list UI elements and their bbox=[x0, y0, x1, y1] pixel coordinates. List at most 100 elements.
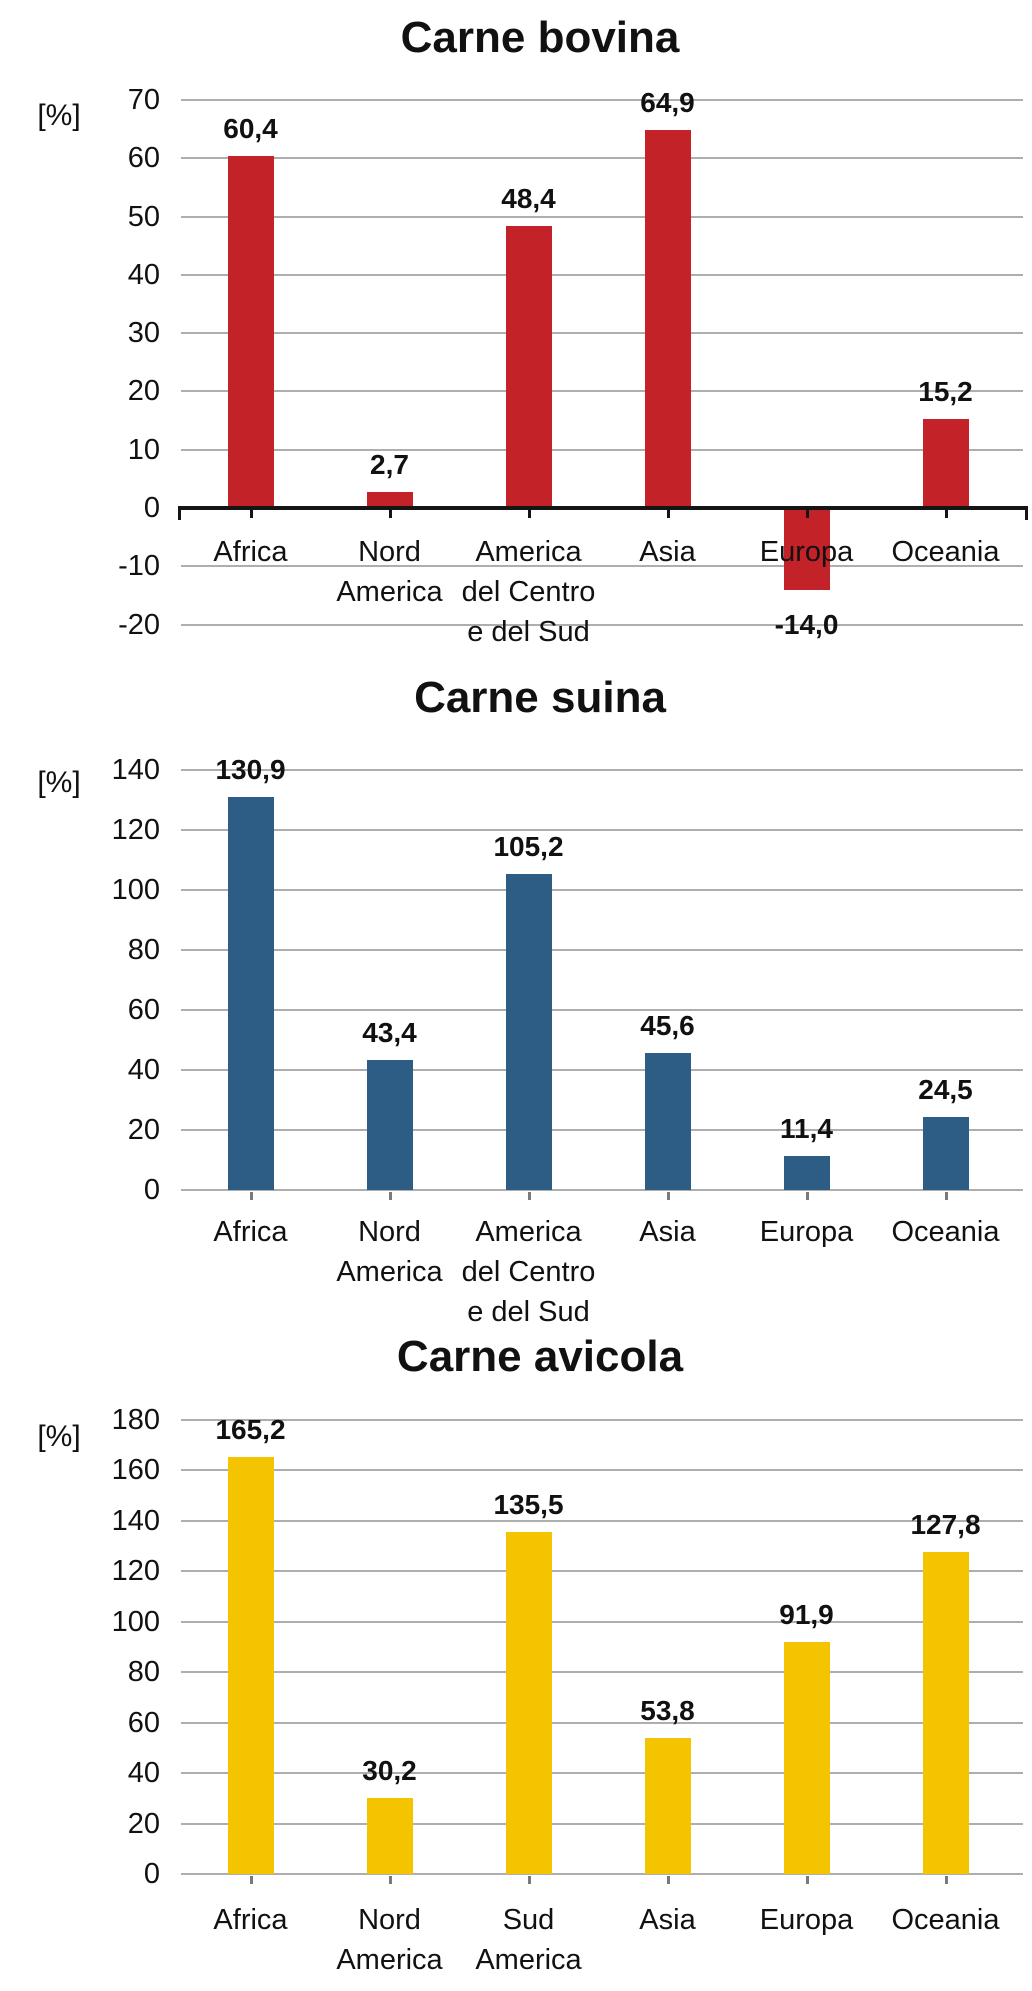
category-label-line: e del Sud bbox=[467, 616, 590, 648]
bar-value-label: 43,4 bbox=[362, 1016, 417, 1048]
gridline bbox=[181, 273, 1023, 276]
category-label-line: Asia bbox=[639, 1904, 696, 1936]
bar-value-label: 130,9 bbox=[215, 754, 286, 786]
bar-value-label: 11,4 bbox=[780, 1112, 833, 1144]
category-tick bbox=[944, 1192, 948, 1200]
category-label-line: America bbox=[336, 1256, 443, 1288]
category-label: Africa bbox=[169, 1900, 333, 1940]
bar bbox=[366, 1059, 413, 1190]
bar-value-label: 48,4 bbox=[501, 182, 556, 214]
gridline bbox=[181, 1772, 1023, 1775]
bar-value-label: 64,9 bbox=[640, 86, 695, 118]
gridline bbox=[181, 99, 1023, 101]
category-label: America del Centro e del Sud bbox=[447, 532, 611, 652]
category-label-line: Asia bbox=[639, 1216, 696, 1248]
category-label: Oceania bbox=[864, 532, 1028, 572]
category-label-line: Africa bbox=[213, 536, 288, 568]
category-tick bbox=[249, 1876, 253, 1884]
category-label: Nord America bbox=[308, 532, 472, 612]
gridline bbox=[181, 157, 1023, 160]
bar bbox=[783, 1642, 830, 1874]
gridline bbox=[181, 1570, 1023, 1573]
y-tick-label: 60 bbox=[127, 1706, 160, 1739]
gridline bbox=[181, 215, 1023, 218]
category-tick bbox=[249, 510, 253, 518]
category-label: Africa bbox=[169, 532, 333, 572]
bar bbox=[227, 155, 274, 508]
gridline bbox=[181, 1620, 1023, 1623]
y-tick-label: 100 bbox=[111, 1605, 160, 1638]
gridline bbox=[181, 565, 1023, 568]
category-tick bbox=[527, 1876, 531, 1884]
category-label-line: America bbox=[475, 1944, 582, 1976]
bar-value-label: -14,0 bbox=[774, 608, 839, 640]
category-label-line: del Centro bbox=[461, 576, 596, 608]
category-label-line: Europa bbox=[759, 536, 854, 568]
bar-value-label: 45,6 bbox=[640, 1010, 695, 1042]
y-tick-label: 60 bbox=[127, 994, 160, 1026]
y-tick-label: 140 bbox=[111, 754, 160, 786]
bar bbox=[922, 1551, 969, 1874]
chart-title: Carne suina bbox=[414, 673, 666, 722]
y-tick-label: 120 bbox=[111, 814, 160, 846]
y-tick-label: 60 bbox=[127, 142, 160, 175]
y-tick-label: 40 bbox=[127, 1054, 160, 1086]
gridline bbox=[181, 1519, 1023, 1522]
y-tick-label: 180 bbox=[111, 1404, 160, 1436]
gridline bbox=[181, 769, 1023, 771]
category-label-line: Europa bbox=[759, 1216, 854, 1248]
category-label-line: Africa bbox=[213, 1216, 288, 1248]
bar bbox=[644, 1053, 691, 1190]
category-label-line: Oceania bbox=[891, 536, 1000, 568]
gridline bbox=[181, 1129, 1023, 1131]
bar bbox=[505, 1532, 552, 1874]
category-tick bbox=[805, 1876, 809, 1884]
y-tick-label: 20 bbox=[127, 1114, 160, 1146]
category-label: Nord America bbox=[308, 1212, 472, 1292]
y-tick-label: 70 bbox=[127, 84, 160, 116]
bar-value-label: 91,9 bbox=[779, 1599, 834, 1631]
gridline bbox=[181, 390, 1023, 393]
bar-value-label: 135,5 bbox=[493, 1489, 564, 1521]
y-tick-label: -20 bbox=[118, 608, 160, 641]
category-label-line: Africa bbox=[213, 1904, 288, 1936]
category-label-line: Sud bbox=[502, 1904, 555, 1936]
gridline bbox=[181, 889, 1023, 891]
category-tick bbox=[249, 1192, 253, 1200]
y-axis-unit-label: [%] bbox=[37, 99, 81, 132]
category-label: Asia bbox=[586, 1212, 750, 1252]
category-label: Africa bbox=[169, 1212, 333, 1252]
gridline bbox=[181, 1419, 1023, 1421]
gridline bbox=[181, 1721, 1023, 1724]
category-label: Asia bbox=[586, 1900, 750, 1940]
category-tick bbox=[527, 1192, 531, 1200]
category-label: Europa bbox=[725, 532, 889, 572]
category-label-line: e del Sud bbox=[467, 1296, 590, 1328]
category-label-line: America bbox=[475, 536, 582, 568]
gridline bbox=[181, 829, 1023, 831]
y-tick-label: 20 bbox=[127, 1807, 160, 1840]
y-tick-label: 0 bbox=[143, 492, 160, 524]
category-label: Europa bbox=[725, 1900, 889, 1940]
y-tick-label: 20 bbox=[127, 375, 160, 408]
category-tick bbox=[388, 1192, 392, 1200]
category-tick bbox=[805, 1192, 809, 1200]
category-label-line: Oceania bbox=[891, 1904, 1000, 1936]
category-label-line: del Centro bbox=[461, 1256, 596, 1288]
category-tick bbox=[388, 510, 392, 518]
category-label-line: Oceania bbox=[891, 1216, 1000, 1248]
y-tick-label: 120 bbox=[111, 1555, 160, 1588]
y-tick-label: 100 bbox=[111, 874, 160, 906]
category-label: Oceania bbox=[864, 1900, 1028, 1940]
category-label: Asia bbox=[586, 532, 750, 572]
category-label: Sud America bbox=[447, 1900, 611, 1980]
bar bbox=[644, 1738, 691, 1874]
bar-value-label: 53,8 bbox=[640, 1695, 695, 1727]
category-label-line: America bbox=[475, 1216, 582, 1248]
category-tick bbox=[527, 510, 531, 518]
y-axis-unit-label: [%] bbox=[37, 1420, 81, 1453]
axis-end-tick bbox=[178, 508, 181, 520]
